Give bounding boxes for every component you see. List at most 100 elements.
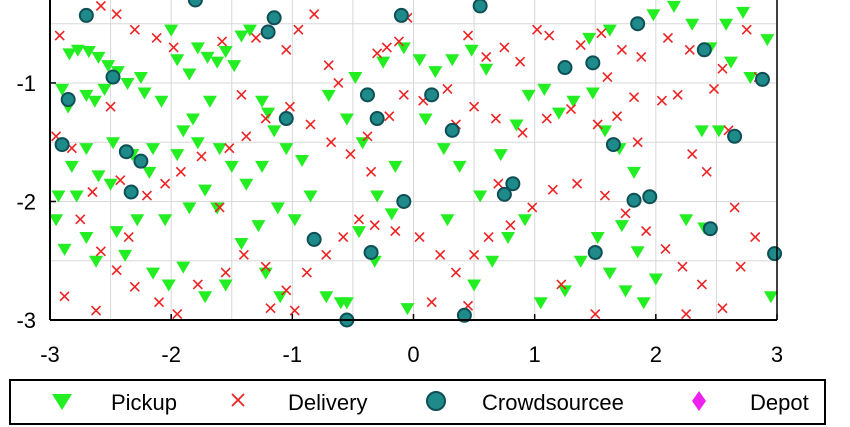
pickup-point: [566, 95, 581, 108]
pickup-point: [400, 303, 415, 316]
delivery-point: [547, 184, 558, 195]
legend-depot-marker: [692, 391, 706, 411]
delivery-point: [505, 220, 516, 231]
delivery-point: [677, 261, 688, 272]
delivery-point: [284, 101, 295, 112]
pickup-point: [145, 267, 160, 280]
delivery-point: [59, 291, 70, 302]
delivery-point: [684, 44, 695, 55]
delivery-point: [151, 32, 162, 43]
crowdsourcee-point: [359, 87, 375, 103]
pickup-point: [517, 214, 532, 227]
delivery-point: [281, 285, 292, 296]
pickup-point: [501, 232, 516, 245]
delivery-point: [172, 309, 183, 320]
delivery-point: [192, 279, 203, 290]
x-tick-label: 3: [771, 342, 783, 367]
pickup-point: [743, 72, 758, 85]
delivery-point: [381, 42, 392, 53]
pickup-point: [467, 279, 482, 292]
crowdsourcee-point: [187, 0, 203, 8]
pickup-point: [685, 18, 700, 31]
delivery-point: [393, 36, 405, 47]
pickup-point: [224, 160, 239, 173]
pickup-point: [473, 190, 488, 203]
pickup-point: [51, 190, 66, 203]
pickup-point: [190, 137, 205, 150]
pickup-point: [646, 9, 661, 22]
legend-crowdsourcee-label: Crowdsourcee: [482, 390, 624, 415]
delivery-point: [236, 89, 247, 100]
pickup-point: [270, 202, 285, 215]
crowdsourcee-point: [702, 221, 718, 237]
delivery-point: [681, 309, 692, 320]
pickup-point: [557, 285, 572, 298]
delivery-point: [517, 127, 528, 138]
crowdsourcee-point: [505, 176, 521, 192]
delivery-point: [115, 175, 126, 186]
pickup-point: [81, 45, 96, 58]
legend-pickup-label: Pickup: [111, 390, 177, 415]
pickup-point: [164, 24, 179, 37]
delivery-point: [708, 83, 720, 94]
pickup-point: [64, 160, 79, 173]
pickup-point: [97, 83, 112, 96]
pickup-point: [79, 143, 94, 156]
delivery-point: [544, 30, 555, 41]
pickup-point: [295, 155, 310, 167]
delivery-point: [326, 137, 337, 148]
pickup-point: [627, 166, 642, 179]
delivery-point: [260, 261, 271, 272]
delivery-point: [735, 261, 746, 272]
delivery-point: [123, 231, 134, 243]
crowdsourcee-point: [266, 10, 282, 26]
pickup-point: [182, 68, 197, 81]
delivery-point: [220, 267, 231, 278]
delivery-point: [435, 249, 446, 260]
pickup-point: [261, 107, 276, 120]
delivery-point: [366, 166, 377, 177]
pickup-point: [509, 119, 524, 132]
x-tick-label: -1: [283, 342, 303, 367]
pickup-point: [719, 18, 734, 31]
pickup-point: [255, 160, 270, 173]
pickup-point: [287, 214, 302, 227]
pickup-point: [636, 297, 651, 310]
pickup-point: [333, 297, 348, 310]
delivery-point: [129, 24, 140, 35]
delivery-point: [481, 51, 492, 62]
delivery-point: [641, 226, 652, 237]
crowdsourcee-point: [557, 60, 573, 76]
pickup-point: [251, 220, 266, 233]
delivery-point: [160, 178, 171, 189]
pickup-point: [57, 243, 72, 256]
delivery-point: [168, 42, 179, 53]
delivery-point: [462, 30, 474, 41]
pickup-point: [234, 30, 249, 43]
pickup-point: [190, 42, 205, 55]
delivery-point: [293, 24, 304, 35]
delivery-point: [599, 190, 611, 201]
pickup-point: [161, 279, 176, 292]
pickup-point: [412, 54, 427, 67]
delivery-point: [129, 281, 140, 292]
delivery-point: [575, 39, 586, 51]
delivery-point: [469, 101, 480, 112]
delivery-point: [87, 186, 98, 198]
pickup-point: [267, 125, 282, 138]
delivery-point: [353, 214, 365, 225]
pickup-point: [436, 143, 451, 156]
crowdsourcee-point: [306, 231, 322, 247]
delivery-point: [369, 220, 380, 231]
pickup-point: [242, 24, 257, 37]
delivery-point: [532, 24, 543, 35]
delivery-point: [250, 32, 262, 43]
pickup-point: [384, 208, 399, 221]
crowdsourcee-point: [133, 153, 149, 169]
pickup-point: [218, 45, 233, 58]
pickup-point: [479, 63, 494, 76]
crowdsourcee-point: [496, 186, 512, 202]
pickup-point: [630, 246, 645, 259]
pickup-point: [348, 72, 363, 85]
pickup-point: [130, 214, 145, 227]
